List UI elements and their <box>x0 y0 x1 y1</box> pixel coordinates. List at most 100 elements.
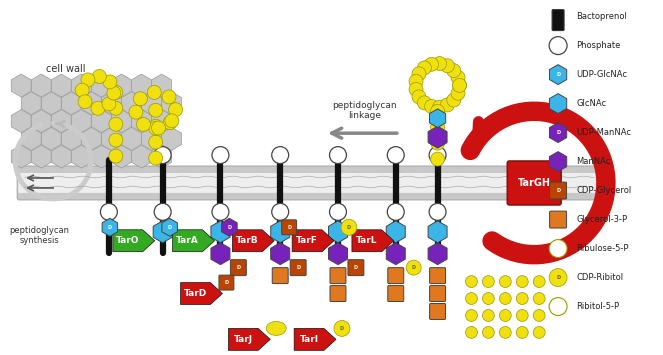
Circle shape <box>430 152 445 166</box>
Circle shape <box>154 203 171 220</box>
Circle shape <box>483 293 495 305</box>
FancyBboxPatch shape <box>231 260 247 275</box>
Text: peptidoglycan
linkage: peptidoglycan linkage <box>333 101 397 120</box>
Circle shape <box>129 105 143 119</box>
Circle shape <box>549 240 567 257</box>
Circle shape <box>483 310 495 321</box>
Circle shape <box>212 203 229 220</box>
Polygon shape <box>550 65 567 84</box>
Text: D: D <box>108 225 112 230</box>
Text: D: D <box>227 225 231 230</box>
Circle shape <box>387 147 404 164</box>
Circle shape <box>75 83 89 97</box>
Polygon shape <box>52 74 71 97</box>
Polygon shape <box>31 74 51 97</box>
Polygon shape <box>271 243 290 265</box>
Circle shape <box>533 276 545 288</box>
Circle shape <box>465 310 477 321</box>
Circle shape <box>465 327 477 338</box>
Polygon shape <box>162 218 178 236</box>
FancyBboxPatch shape <box>330 285 346 301</box>
Text: D: D <box>287 225 291 230</box>
Polygon shape <box>142 127 161 150</box>
Circle shape <box>465 276 477 288</box>
Polygon shape <box>82 127 101 150</box>
Polygon shape <box>21 92 41 115</box>
Polygon shape <box>131 110 151 132</box>
Polygon shape <box>62 92 82 115</box>
Polygon shape <box>113 230 154 252</box>
Polygon shape <box>211 221 230 243</box>
Text: TarL: TarL <box>356 236 377 245</box>
Circle shape <box>451 86 465 100</box>
Circle shape <box>412 67 426 81</box>
Text: D: D <box>354 265 358 270</box>
Polygon shape <box>550 152 567 171</box>
FancyBboxPatch shape <box>282 220 296 235</box>
Circle shape <box>330 147 347 164</box>
Circle shape <box>516 327 528 338</box>
FancyBboxPatch shape <box>18 173 600 193</box>
Polygon shape <box>72 74 91 97</box>
Polygon shape <box>52 145 71 168</box>
Text: GlcNAc: GlcNAc <box>576 99 606 108</box>
Circle shape <box>533 327 545 338</box>
Text: Bactoprenol: Bactoprenol <box>576 12 627 21</box>
Circle shape <box>451 71 465 84</box>
Polygon shape <box>62 127 82 150</box>
Text: TarI: TarI <box>300 335 319 344</box>
Polygon shape <box>111 74 131 97</box>
Circle shape <box>330 203 347 220</box>
Circle shape <box>453 78 467 92</box>
Circle shape <box>137 118 151 131</box>
Circle shape <box>78 95 92 109</box>
Polygon shape <box>162 92 182 115</box>
Polygon shape <box>91 145 111 168</box>
FancyBboxPatch shape <box>388 268 404 284</box>
Ellipse shape <box>267 321 286 335</box>
Circle shape <box>433 100 447 114</box>
Polygon shape <box>11 145 31 168</box>
Polygon shape <box>430 109 446 127</box>
Text: ManNAc: ManNAc <box>576 157 611 166</box>
Circle shape <box>447 64 461 78</box>
Circle shape <box>418 61 432 75</box>
FancyBboxPatch shape <box>272 268 288 284</box>
Circle shape <box>429 203 446 220</box>
Circle shape <box>447 93 461 107</box>
Polygon shape <box>271 221 290 243</box>
Polygon shape <box>101 92 121 115</box>
Circle shape <box>272 203 288 220</box>
Circle shape <box>102 97 116 111</box>
Text: TarO: TarO <box>116 236 139 245</box>
Circle shape <box>533 310 545 321</box>
Circle shape <box>424 99 438 113</box>
Text: TarJ: TarJ <box>234 335 253 344</box>
Circle shape <box>499 276 511 288</box>
Circle shape <box>81 73 95 87</box>
Polygon shape <box>41 127 61 150</box>
Polygon shape <box>131 74 151 97</box>
Polygon shape <box>292 230 334 252</box>
Polygon shape <box>111 145 131 168</box>
Circle shape <box>162 90 176 104</box>
Polygon shape <box>233 230 274 252</box>
Circle shape <box>109 133 123 147</box>
Circle shape <box>272 147 288 164</box>
Polygon shape <box>72 110 91 132</box>
Circle shape <box>465 293 477 305</box>
Circle shape <box>516 310 528 321</box>
Circle shape <box>406 260 421 275</box>
Polygon shape <box>211 243 230 265</box>
Circle shape <box>430 120 445 134</box>
Circle shape <box>163 116 177 130</box>
FancyBboxPatch shape <box>430 268 446 284</box>
Text: D: D <box>168 225 172 230</box>
Polygon shape <box>428 221 447 243</box>
Circle shape <box>409 74 423 88</box>
Polygon shape <box>152 110 172 132</box>
Circle shape <box>433 56 447 71</box>
Circle shape <box>91 101 105 115</box>
Polygon shape <box>31 145 51 168</box>
Polygon shape <box>121 92 141 115</box>
